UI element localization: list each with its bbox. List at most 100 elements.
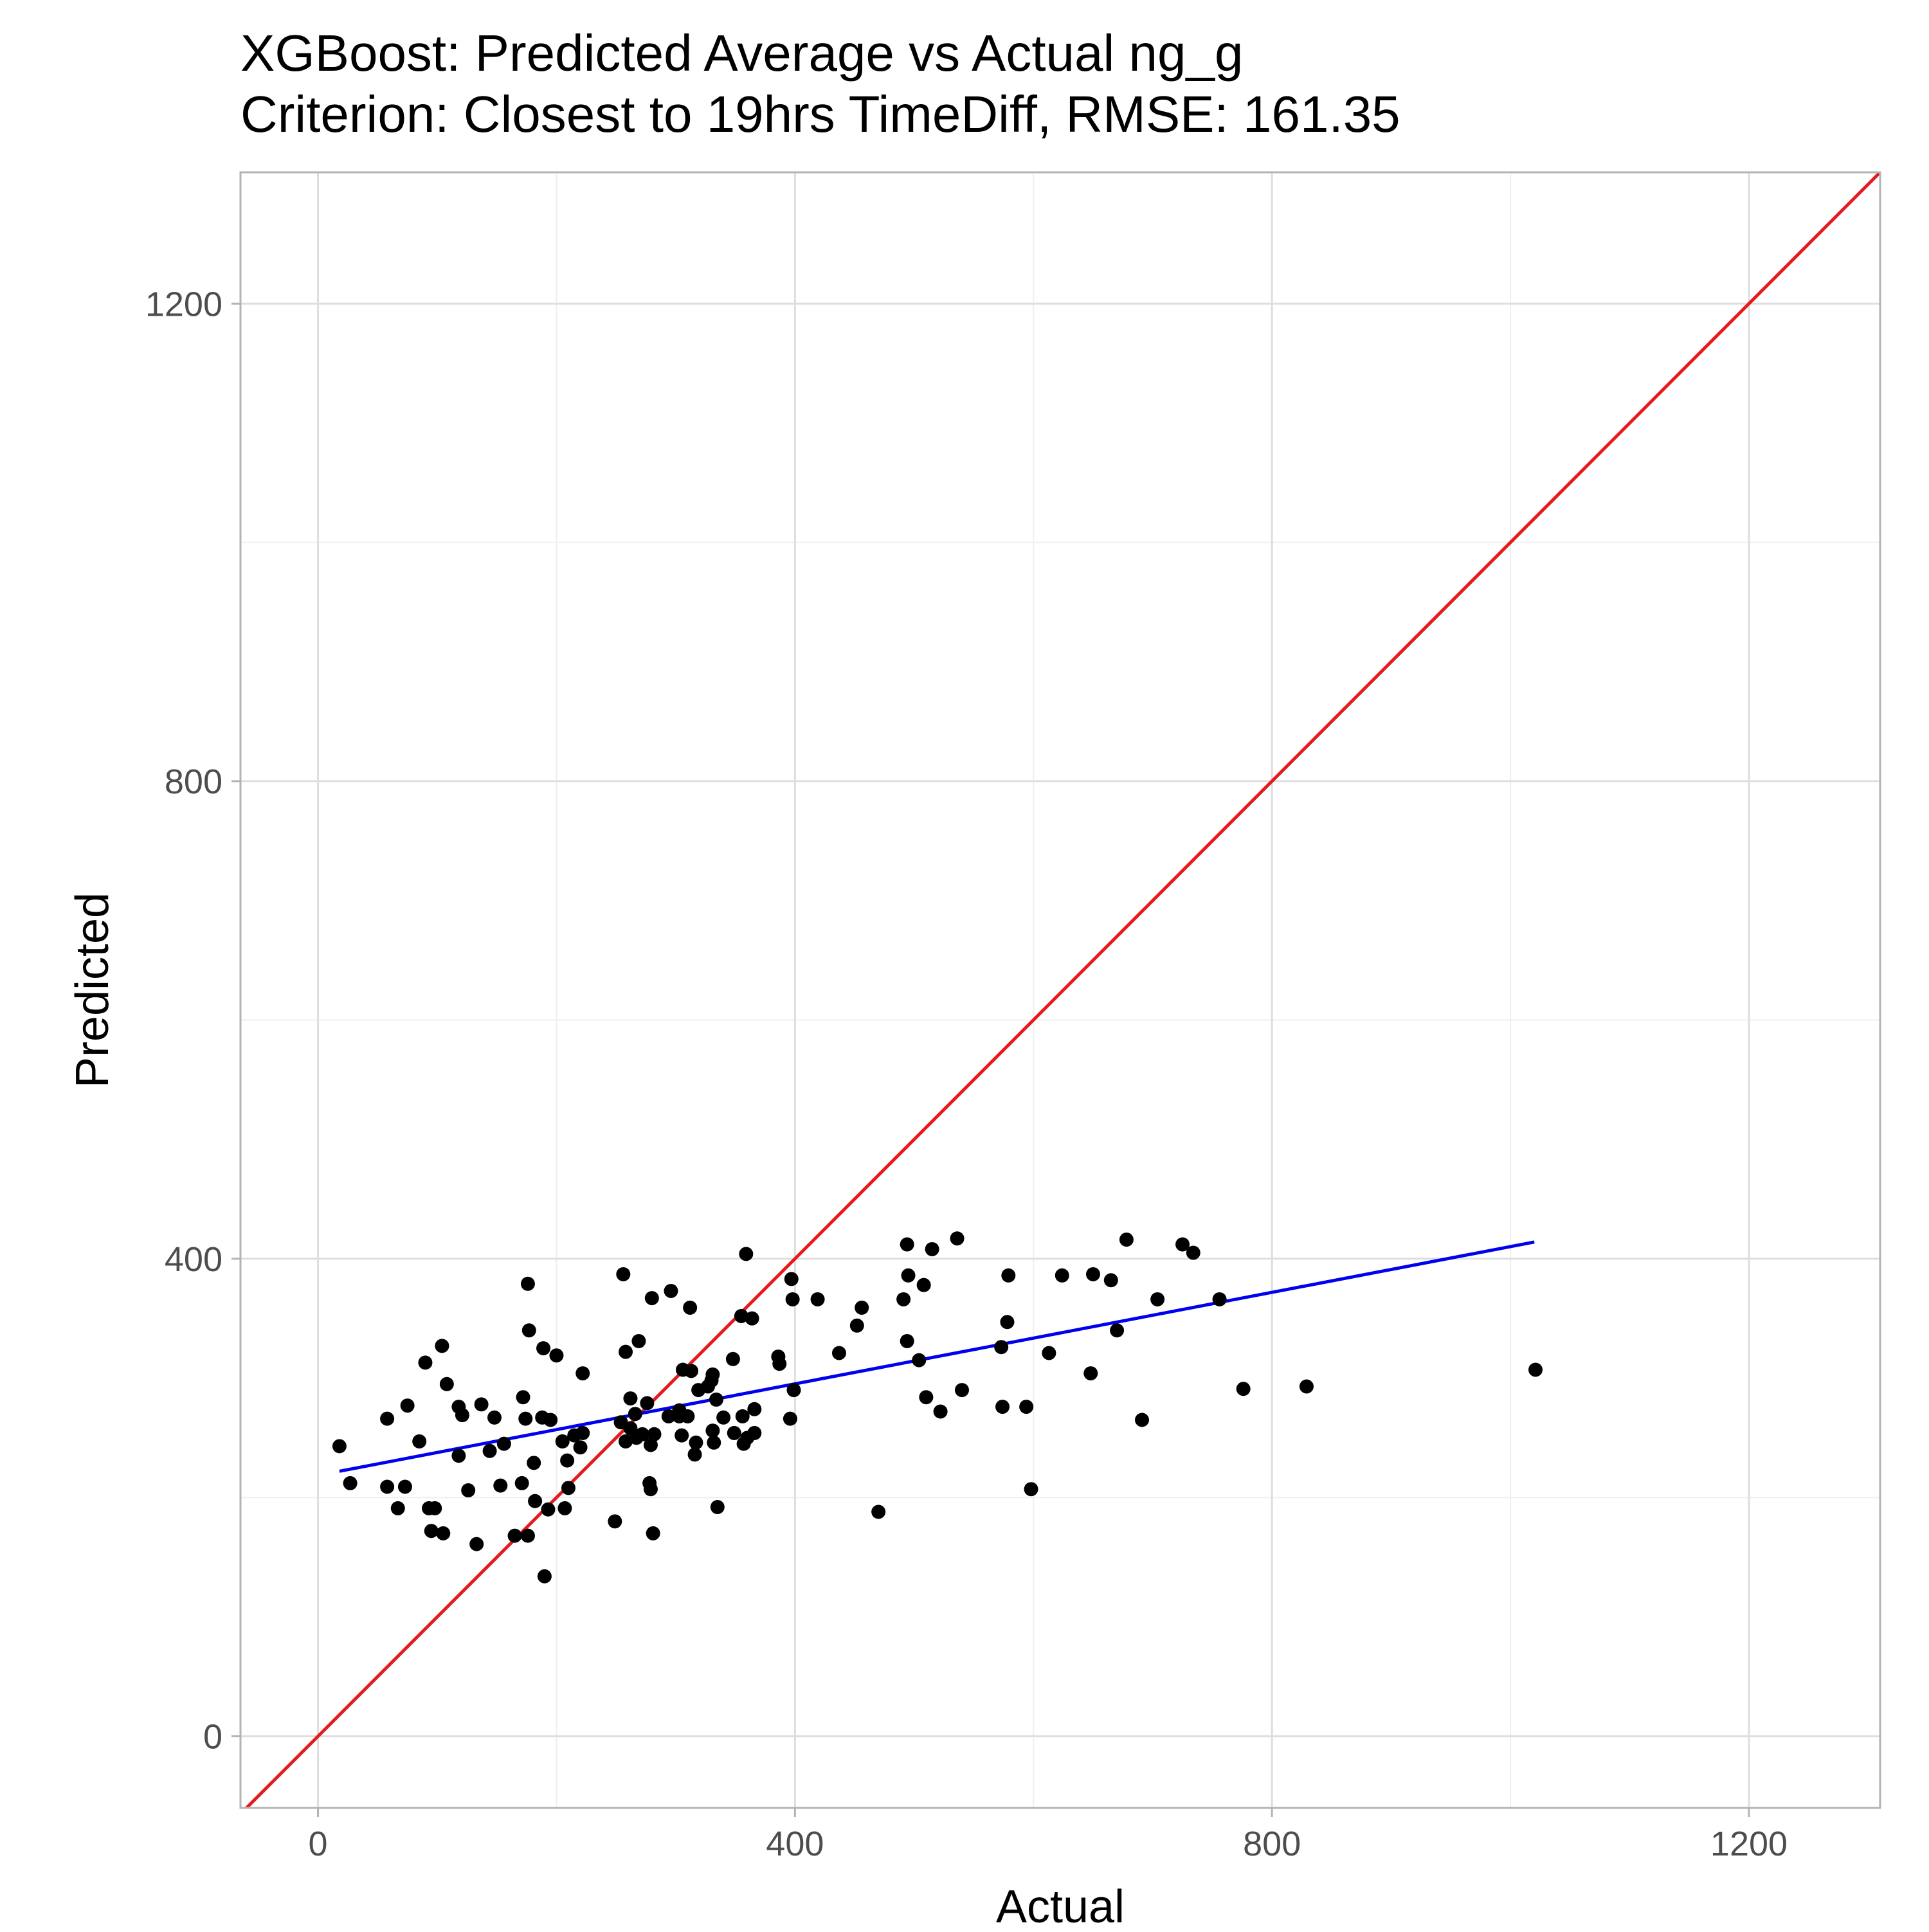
data-point xyxy=(493,1478,508,1493)
data-point xyxy=(439,1377,454,1391)
data-point xyxy=(455,1408,469,1423)
data-point xyxy=(855,1300,869,1315)
data-point xyxy=(482,1443,497,1458)
data-point xyxy=(474,1397,489,1412)
data-point xyxy=(380,1411,395,1426)
y-tick-label: 400 xyxy=(165,1240,222,1279)
data-point xyxy=(575,1425,590,1440)
data-point xyxy=(684,1364,699,1378)
data-point xyxy=(1175,1237,1190,1252)
data-point xyxy=(520,1276,535,1291)
data-point xyxy=(436,1526,451,1540)
grid xyxy=(240,172,1880,1808)
data-point xyxy=(520,1528,535,1543)
data-point xyxy=(727,1425,741,1440)
data-point xyxy=(507,1528,522,1543)
data-point xyxy=(647,1427,662,1441)
data-point xyxy=(784,1272,799,1286)
data-point xyxy=(747,1425,762,1440)
data-point xyxy=(343,1476,358,1490)
data-point xyxy=(619,1344,633,1359)
data-point xyxy=(896,1292,911,1306)
data-point xyxy=(747,1402,762,1416)
data-point xyxy=(412,1434,427,1449)
data-point xyxy=(418,1355,433,1370)
data-point xyxy=(543,1413,558,1427)
x-tick-label: 1200 xyxy=(1710,1825,1788,1863)
data-point xyxy=(912,1353,927,1368)
data-point xyxy=(689,1435,703,1450)
data-point xyxy=(831,1346,846,1360)
data-point xyxy=(541,1502,556,1517)
data-point xyxy=(428,1501,442,1515)
data-point xyxy=(608,1514,622,1529)
y-axis-ticks: 0 400 800 1200 xyxy=(145,285,240,1756)
data-point xyxy=(555,1434,570,1449)
panel-border xyxy=(239,171,1881,1809)
data-point xyxy=(664,1283,678,1298)
data-point xyxy=(725,1351,740,1366)
data-point xyxy=(783,1411,797,1426)
data-point xyxy=(661,1409,676,1423)
data-point xyxy=(575,1366,590,1381)
data-point xyxy=(734,1308,748,1323)
data-point xyxy=(1055,1268,1069,1283)
data-point xyxy=(557,1501,572,1515)
data-point xyxy=(518,1411,533,1426)
data-point xyxy=(400,1398,415,1413)
data-point xyxy=(644,1291,659,1306)
data-point xyxy=(916,1277,931,1292)
data-point xyxy=(1024,1482,1038,1497)
data-point xyxy=(469,1537,484,1551)
data-point xyxy=(709,1392,723,1407)
data-point xyxy=(640,1396,655,1411)
data-point xyxy=(451,1449,466,1463)
data-point xyxy=(950,1231,964,1246)
x-tick-label: 400 xyxy=(766,1825,824,1863)
data-point xyxy=(1212,1292,1227,1306)
data-point xyxy=(1042,1346,1056,1360)
x-tick-label: 0 xyxy=(309,1825,328,1863)
data-point xyxy=(900,1237,914,1252)
data-point xyxy=(1086,1267,1100,1281)
data-point xyxy=(871,1504,886,1519)
data-point xyxy=(549,1348,564,1363)
data-point xyxy=(631,1333,646,1348)
data-point xyxy=(1019,1400,1034,1414)
data-point xyxy=(1083,1366,1098,1381)
chart-subtitle: Criterion: Closest to 19hrs TimeDiff, RM… xyxy=(240,86,1400,143)
data-point xyxy=(705,1367,720,1382)
data-point xyxy=(628,1407,642,1422)
data-point xyxy=(537,1569,552,1584)
data-point xyxy=(1528,1362,1543,1377)
data-point xyxy=(380,1479,395,1494)
data-point xyxy=(739,1247,754,1261)
data-point xyxy=(680,1409,695,1423)
y-tick-label: 0 xyxy=(203,1718,222,1756)
data-point xyxy=(1150,1292,1165,1306)
data-point xyxy=(849,1318,864,1333)
regression-fit-line xyxy=(339,1240,1535,1473)
data-point xyxy=(435,1339,449,1353)
data-point xyxy=(735,1409,750,1423)
data-point xyxy=(994,1340,1009,1355)
data-point xyxy=(646,1526,660,1540)
data-point xyxy=(536,1341,551,1356)
data-point xyxy=(707,1435,721,1450)
data-point xyxy=(528,1494,543,1508)
data-point xyxy=(745,1311,759,1326)
data-point xyxy=(786,1383,801,1398)
data-point xyxy=(716,1410,731,1425)
data-point xyxy=(925,1241,939,1256)
data-point xyxy=(1299,1379,1314,1394)
data-point xyxy=(675,1428,689,1443)
data-point xyxy=(514,1476,529,1490)
data-point xyxy=(561,1481,575,1495)
data-point xyxy=(496,1436,511,1451)
data-point xyxy=(635,1427,649,1441)
x-axis-title: Actual xyxy=(996,1881,1125,1929)
data-point xyxy=(643,1438,658,1452)
y-tick-label: 1200 xyxy=(145,285,222,323)
